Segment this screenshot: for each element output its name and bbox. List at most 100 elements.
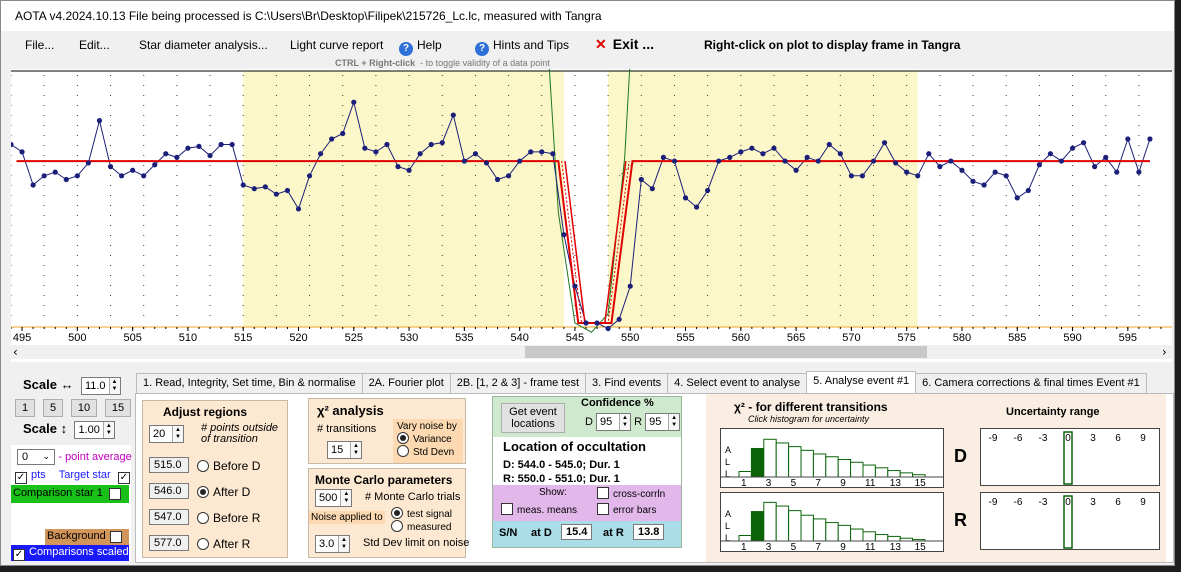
- error-bars-option[interactable]: error bars: [597, 503, 656, 516]
- confidence-r-spinner[interactable]: 95 ▲ ▼: [645, 413, 681, 431]
- tab-4[interactable]: 3. Find events: [585, 373, 669, 393]
- spinner-arrows-icon[interactable]: ▲ ▼: [338, 536, 349, 552]
- hist-bar: [825, 522, 839, 542]
- background-checkbox[interactable]: [110, 531, 122, 543]
- menu-hints[interactable]: ? Hints and Tips: [475, 38, 569, 56]
- zoom-button-1[interactable]: 1: [15, 399, 35, 417]
- radio-stddev[interactable]: [397, 445, 409, 457]
- points-outside-spinner[interactable]: 20 ▲ ▼: [149, 425, 184, 443]
- cross-corrln-checkbox[interactable]: [597, 487, 609, 499]
- zoom-button-15[interactable]: 15: [105, 399, 131, 417]
- spinner-arrows-icon[interactable]: ▲ ▼: [172, 426, 183, 442]
- scale-v-spinner[interactable]: 1.00 ▲ ▼: [74, 421, 115, 439]
- meas-means-checkbox[interactable]: [501, 503, 513, 515]
- spinner-arrows-icon[interactable]: ▲ ▼: [350, 442, 361, 458]
- data-point: [52, 169, 58, 175]
- hist-bar: [862, 464, 876, 478]
- x-tick-label: 565: [787, 332, 805, 344]
- radio-measured[interactable]: [391, 520, 403, 532]
- region-option[interactable]: Before D: [197, 459, 260, 473]
- error-bars-checkbox[interactable]: [597, 503, 609, 515]
- spinner-arrows-icon[interactable]: ▲ ▼: [340, 490, 352, 506]
- data-point: [1047, 151, 1054, 157]
- x-tick-label: 500: [68, 332, 86, 344]
- spinner-arrows-icon[interactable]: ▲ ▼: [619, 414, 631, 430]
- region-option[interactable]: After R: [197, 537, 250, 551]
- uncertainty-range-r[interactable]: -9 -6 -3 0 3 6 9: [980, 492, 1160, 550]
- region-value[interactable]: 546.0: [149, 483, 189, 499]
- stddev-limit-spinner[interactable]: 3.0 ▲ ▼: [315, 535, 350, 553]
- points-checkbox[interactable]: ✓: [15, 472, 27, 484]
- region-option[interactable]: Before R: [197, 511, 260, 525]
- region-value[interactable]: 515.0: [149, 457, 189, 473]
- confidence-d-spinner[interactable]: 95 ▲ ▼: [596, 413, 632, 431]
- noise-measured-option[interactable]: measured: [391, 520, 461, 533]
- spinner-arrows-icon[interactable]: ▲ ▼: [668, 414, 680, 430]
- data-point: [693, 204, 700, 210]
- spinner-arrows-icon[interactable]: ▲ ▼: [108, 378, 120, 394]
- region-option[interactable]: After D: [197, 485, 250, 499]
- radio-test-signal[interactable]: [391, 507, 403, 519]
- tab-6[interactable]: 5. Analyse event #1: [806, 371, 917, 393]
- menu-exit[interactable]: ✕ Exit ...: [595, 36, 654, 53]
- region-radio[interactable]: [197, 538, 209, 550]
- data-point: [826, 141, 832, 148]
- tab-7[interactable]: 6. Camera corrections & final times Even…: [915, 373, 1147, 393]
- scroll-left-icon: ‹: [13, 345, 18, 359]
- avg-value: 0: [22, 451, 29, 463]
- transitions-spinner[interactable]: 15 ▲ ▼: [327, 441, 362, 459]
- data-point: [550, 151, 556, 157]
- noise-test-option[interactable]: test signal: [391, 507, 461, 520]
- tab-1[interactable]: 1. Read, Integrity, Set time, Bin & norm…: [136, 373, 363, 393]
- scale-h-spinner[interactable]: 11.0 ▲ ▼: [80, 377, 121, 395]
- sn-row: S/N at D 15.4 at R 13.8: [493, 521, 681, 547]
- sn-at-r-label: at R: [603, 527, 624, 539]
- vary-stddev-option[interactable]: Std Devn: [397, 445, 459, 458]
- region-radio[interactable]: [197, 512, 209, 524]
- x-tick-label: 495: [13, 332, 31, 344]
- trials-spinner[interactable]: 500 ▲ ▼: [315, 489, 353, 507]
- chi-analysis-panel: χ² analysis # transitions 15 ▲ ▼ Vary nois…: [308, 398, 466, 464]
- menu-star-diameter[interactable]: Star diameter analysis...: [139, 38, 268, 52]
- tab-5[interactable]: 4. Select event to analyse: [667, 373, 808, 393]
- data-point: [915, 173, 921, 179]
- tab-3[interactable]: 2B. [1, 2 & 3] - frame test: [449, 373, 587, 393]
- data-point: [196, 143, 202, 149]
- region-value[interactable]: 547.0: [149, 509, 189, 525]
- zoom-button-5[interactable]: 5: [43, 399, 63, 417]
- meas-means-option[interactable]: meas. means: [501, 503, 577, 516]
- get-event-locations-button[interactable]: Get event locations: [501, 403, 565, 433]
- tab-2[interactable]: 2A. Fourier plot: [361, 373, 451, 393]
- chisq-histogram-r[interactable]: A L L 1 3 5 7 9 11 13 15: [720, 492, 944, 553]
- zoom-button-10[interactable]: 10: [71, 399, 97, 417]
- cross-corrln-option[interactable]: cross-corrln: [597, 487, 665, 500]
- show-options-box: Show: meas. means cross-corrln error bar…: [493, 485, 681, 521]
- vary-variance-option[interactable]: Variance: [397, 432, 459, 445]
- target-star-checkbox[interactable]: ✓: [117, 472, 130, 484]
- avg-select[interactable]: 0 ⌄: [17, 449, 55, 465]
- data-point: [749, 145, 755, 151]
- region-radio[interactable]: [197, 486, 209, 498]
- data-point: [837, 151, 843, 157]
- location-box: Location of occultation D: 544.0 - 545.0…: [493, 437, 681, 485]
- hist-x-label: 9: [840, 478, 846, 487]
- comparison-star-checkbox[interactable]: [109, 488, 121, 500]
- data-point: [605, 325, 611, 332]
- hist-bar: [775, 442, 790, 478]
- chisq-histogram-d[interactable]: A L L 1 3 5 7 9 11 13 15: [720, 428, 944, 489]
- menu-help[interactable]: ? Help: [399, 38, 442, 56]
- radio-variance[interactable]: [397, 432, 409, 444]
- spinner-arrows-icon[interactable]: ▲ ▼: [102, 422, 114, 438]
- uncertainty-range-d[interactable]: -9 -6 -3 0 3 6 9: [980, 428, 1160, 486]
- comparisons-scaled-checkbox[interactable]: ✓: [13, 549, 25, 561]
- light-curve-plot[interactable]: 495 500 505 510 515 520 525 530 535 540 545 550 555 5…: [11, 69, 1172, 362]
- menu-file[interactable]: File...: [25, 38, 55, 52]
- region-radio[interactable]: [197, 460, 209, 472]
- light-curve-svg[interactable]: 495 500 505 510 515 520 525 530 535 540 545 550 555 5…: [11, 69, 1172, 362]
- menu-light-curve-report[interactable]: Light curve report: [290, 38, 384, 52]
- menu-edit[interactable]: Edit...: [79, 38, 110, 52]
- region-value[interactable]: 577.0: [149, 535, 189, 551]
- data-point: [185, 145, 191, 151]
